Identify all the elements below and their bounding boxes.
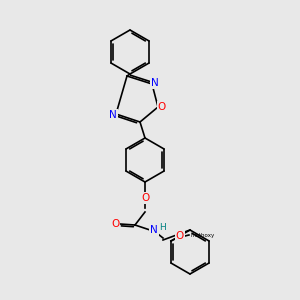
Text: H: H	[159, 224, 165, 232]
Text: methoxy: methoxy	[191, 232, 215, 238]
Text: O: O	[158, 102, 166, 112]
Text: O: O	[176, 231, 184, 241]
Text: O: O	[111, 219, 119, 229]
Text: N: N	[150, 225, 158, 235]
Text: O: O	[141, 193, 149, 203]
Text: N: N	[109, 110, 117, 120]
Text: N: N	[151, 78, 159, 88]
